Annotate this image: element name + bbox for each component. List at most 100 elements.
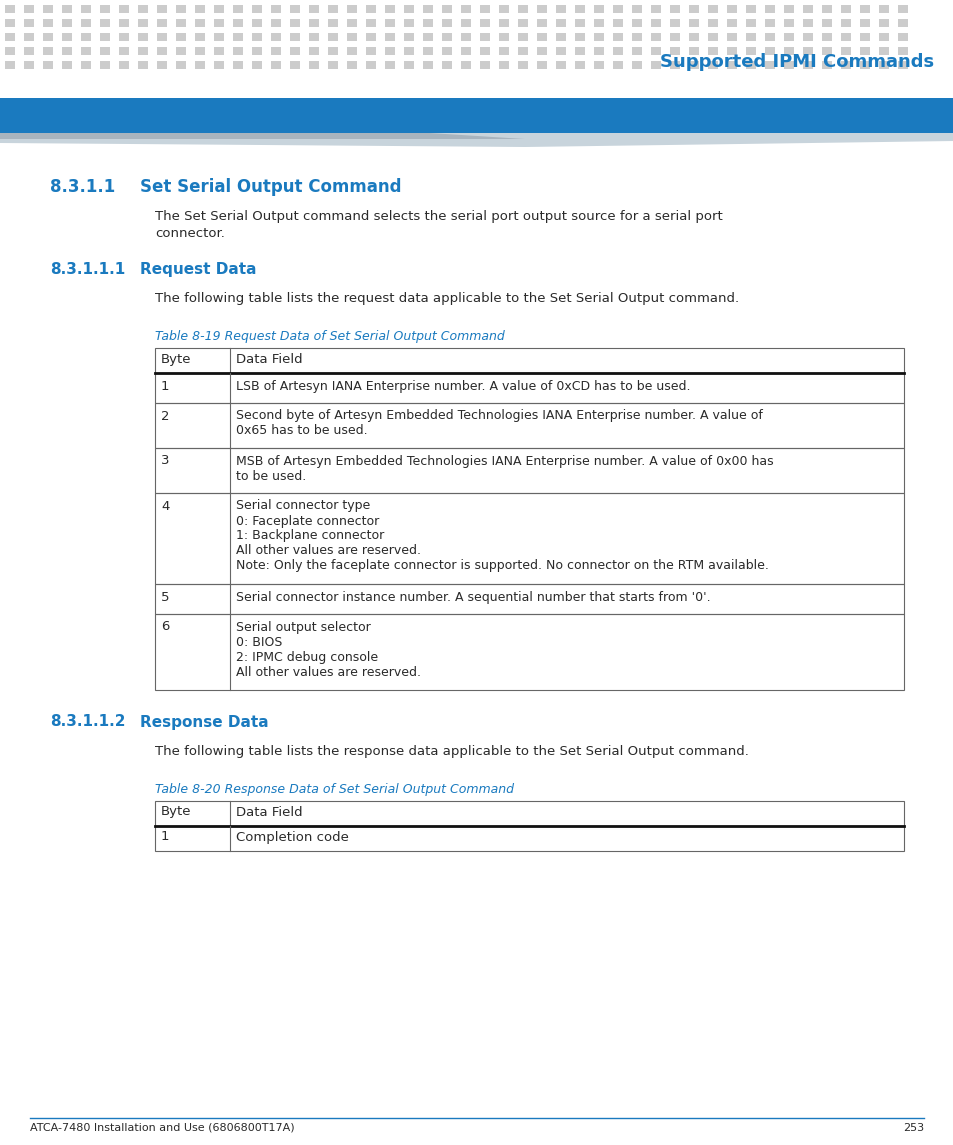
Bar (764, 33, 774, 41)
Bar (802, 19, 812, 27)
Bar (575, 5, 584, 13)
Bar (347, 5, 356, 13)
Text: Table 8-20 Response Data of Set Serial Output Command: Table 8-20 Response Data of Set Serial O… (154, 782, 514, 796)
Bar (81, 33, 91, 41)
Bar (194, 61, 205, 69)
Bar (556, 33, 565, 41)
Bar (878, 33, 888, 41)
Bar (479, 61, 490, 69)
Bar (688, 33, 699, 41)
Bar (213, 19, 224, 27)
Bar (328, 61, 337, 69)
Bar (403, 5, 414, 13)
Bar (100, 19, 110, 27)
Bar (821, 19, 831, 27)
Text: connector.: connector. (154, 227, 225, 240)
Bar (422, 47, 433, 55)
Text: The following table lists the response data applicable to the Set Serial Output : The following table lists the response d… (154, 744, 748, 758)
Bar (5, 33, 15, 41)
Bar (897, 33, 907, 41)
Bar (783, 33, 793, 41)
Bar (194, 47, 205, 55)
Bar (119, 19, 129, 27)
Bar (347, 33, 356, 41)
Bar (575, 33, 584, 41)
Bar (669, 33, 679, 41)
Bar (62, 19, 71, 27)
Bar (213, 61, 224, 69)
Bar (745, 19, 755, 27)
Bar (726, 19, 737, 27)
Bar (119, 33, 129, 41)
Bar (441, 33, 452, 41)
Bar (479, 47, 490, 55)
Bar (43, 19, 53, 27)
Bar (252, 47, 262, 55)
Bar (309, 47, 318, 55)
Bar (233, 61, 243, 69)
Bar (707, 33, 718, 41)
Bar (613, 33, 622, 41)
Bar (783, 61, 793, 69)
Bar (764, 47, 774, 55)
Bar (594, 47, 603, 55)
Text: Byte: Byte (161, 353, 192, 366)
Bar (328, 33, 337, 41)
Bar (669, 19, 679, 27)
Bar (460, 33, 471, 41)
Bar (154, 800, 903, 826)
Bar (460, 47, 471, 55)
Bar (309, 5, 318, 13)
Bar (100, 61, 110, 69)
Text: Completion code: Completion code (235, 830, 349, 844)
Bar (441, 5, 452, 13)
Bar (650, 33, 660, 41)
Bar (688, 5, 699, 13)
Bar (157, 19, 167, 27)
Bar (154, 584, 903, 614)
Bar (650, 5, 660, 13)
Bar (575, 19, 584, 27)
Bar (556, 5, 565, 13)
Bar (802, 47, 812, 55)
Bar (233, 47, 243, 55)
Bar (0, 98, 953, 133)
Bar (517, 61, 527, 69)
Bar (422, 61, 433, 69)
Bar (745, 33, 755, 41)
Bar (138, 19, 148, 27)
Bar (403, 61, 414, 69)
Bar (537, 47, 546, 55)
Bar (194, 19, 205, 27)
Bar (556, 47, 565, 55)
Bar (650, 19, 660, 27)
Bar (650, 61, 660, 69)
Bar (175, 5, 186, 13)
Bar (175, 33, 186, 41)
Bar (764, 61, 774, 69)
Bar (138, 47, 148, 55)
Text: ATCA-7480 Installation and Use (6806800T17A): ATCA-7480 Installation and Use (6806800T… (30, 1123, 294, 1134)
Bar (688, 47, 699, 55)
Bar (328, 19, 337, 27)
Bar (138, 61, 148, 69)
Bar (669, 5, 679, 13)
Bar (707, 19, 718, 27)
Bar (783, 5, 793, 13)
Bar (460, 5, 471, 13)
Bar (154, 373, 903, 403)
Text: 3: 3 (161, 455, 170, 467)
Bar (271, 19, 281, 27)
Bar (537, 33, 546, 41)
Text: 8.3.1.1: 8.3.1.1 (50, 177, 115, 196)
Bar (62, 5, 71, 13)
Bar (556, 61, 565, 69)
Bar (631, 19, 641, 27)
Text: Data Field: Data Field (235, 353, 302, 366)
Text: Supported IPMI Commands: Supported IPMI Commands (659, 53, 933, 71)
Text: 6: 6 (161, 621, 170, 633)
Bar (726, 5, 737, 13)
Bar (631, 5, 641, 13)
Bar (194, 33, 205, 41)
Bar (594, 33, 603, 41)
